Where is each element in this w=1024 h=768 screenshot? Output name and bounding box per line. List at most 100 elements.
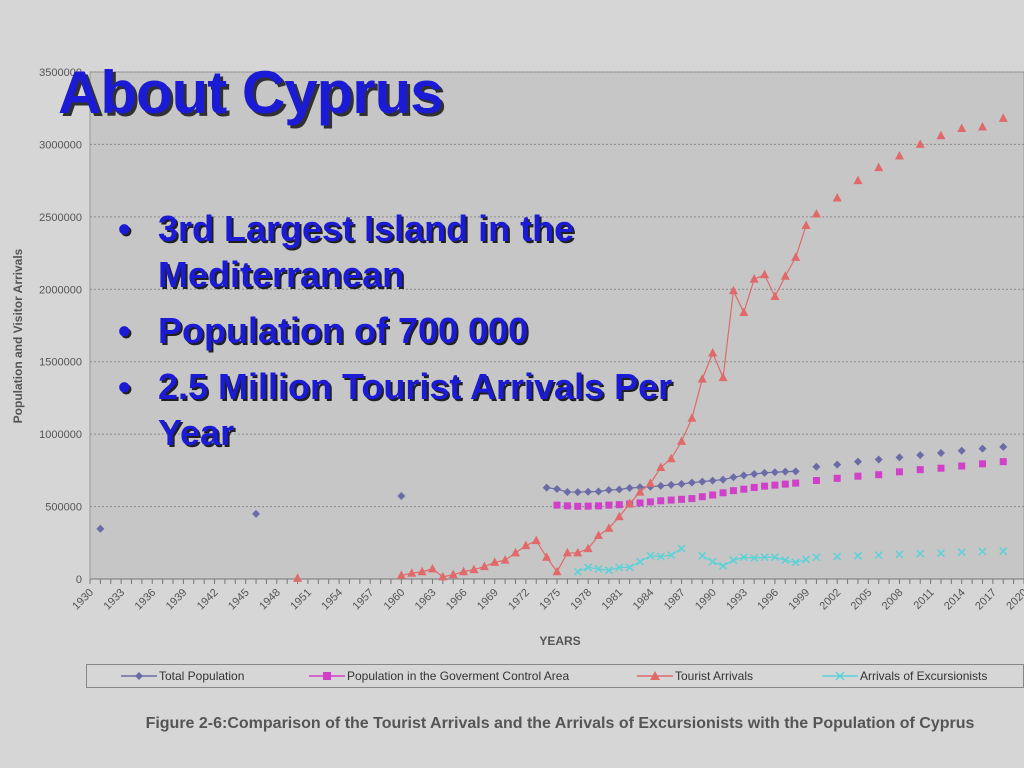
legend-item-excursionists: Arrivals of Excursionists [822,669,987,683]
data-point [708,476,717,485]
data-point [531,535,541,545]
data-point [656,481,665,490]
data-point [594,564,603,573]
data-point [729,487,737,495]
data-point [729,473,738,482]
y-tick-label: 3000000 [39,139,82,151]
data-point [709,491,717,499]
data-point [728,285,738,295]
data-point [553,501,561,509]
data-point [853,457,862,466]
data-point [563,502,571,510]
data-point [635,487,645,496]
data-point [521,540,531,550]
data-point [625,484,634,493]
data-point [729,556,738,565]
data-point [978,444,987,453]
bullet-text: 2.5 Million Tourist Arrivals Per Year [158,366,673,453]
data-point [749,274,759,283]
data-point [562,547,572,557]
bullet-item: • 3rd Largest Island in the Mediterranean [118,206,678,298]
data-point [791,558,800,567]
data-point [812,553,821,562]
data-point [760,553,769,562]
data-point [781,480,789,488]
data-point [252,509,261,518]
data-point [739,553,748,562]
data-point [698,477,707,486]
data-point [874,162,884,172]
data-point [584,502,592,510]
data-point [833,552,842,561]
figure-caption: Figure 2-6:Comparison of the Tourist Arr… [145,715,975,732]
data-point [874,455,883,464]
data-point [760,269,770,279]
data-point [635,557,645,566]
x-tick-label: 1984 [631,587,657,613]
data-point [584,487,593,496]
data-point [750,553,759,563]
data-point [687,413,697,422]
data-point [490,557,500,566]
data-point [781,467,790,476]
data-point [553,485,561,494]
data-point [625,498,635,508]
y-axis-label: Population and Visitor Arrivals [11,248,25,423]
series-x [573,544,1008,576]
data-point [916,451,925,460]
data-point [977,122,987,131]
data-point [770,291,780,301]
plot-area [89,71,1024,580]
data-point [510,547,520,557]
data-point [915,139,925,148]
data-point [792,479,800,487]
data-point [542,552,552,561]
x-tick-label: 1963 [413,587,439,613]
data-point [875,471,883,479]
data-point [573,567,582,576]
bullet-text: Population of 700 000 [158,310,529,351]
data-point [833,460,842,469]
data-point [854,472,862,480]
data-point [96,524,105,533]
data-point [667,480,676,489]
data-point [791,252,801,261]
data-point [708,348,718,357]
bullet-list: • 3rd Largest Island in the Mediterranean… [118,206,678,466]
data-point [688,495,696,503]
series-triangle [293,113,1008,582]
x-marker-icon [822,671,858,681]
data-point [916,549,925,558]
data-point [500,555,510,564]
data-point [615,563,624,572]
data-point [666,453,676,463]
x-tick-label: 2017 [973,587,999,613]
x-tick-label: 1939 [164,587,190,613]
data-point [999,442,1008,451]
y-tick-label: 1000000 [39,429,82,441]
x-tick-label: 1936 [133,587,159,613]
data-point [677,436,687,445]
data-point [469,564,479,574]
x-tick-label: 1951 [288,587,314,613]
x-tick-label: 1990 [693,587,719,613]
data-point [832,193,842,202]
data-point [761,482,769,490]
data-point [894,151,904,160]
data-point [770,468,779,477]
data-point [407,568,417,577]
data-point [552,566,562,576]
data-point [719,489,727,497]
data-point [760,468,769,477]
data-point [791,467,800,476]
legend-item-government-population: Population in the Goverment Control Area [309,669,569,683]
data-point [657,497,665,505]
data-point [594,530,604,540]
data-point [667,551,676,560]
x-tick-label: 2020 [1004,587,1024,613]
data-point [957,123,967,132]
data-point [595,502,603,510]
y-tick-label: 3500000 [39,67,82,79]
